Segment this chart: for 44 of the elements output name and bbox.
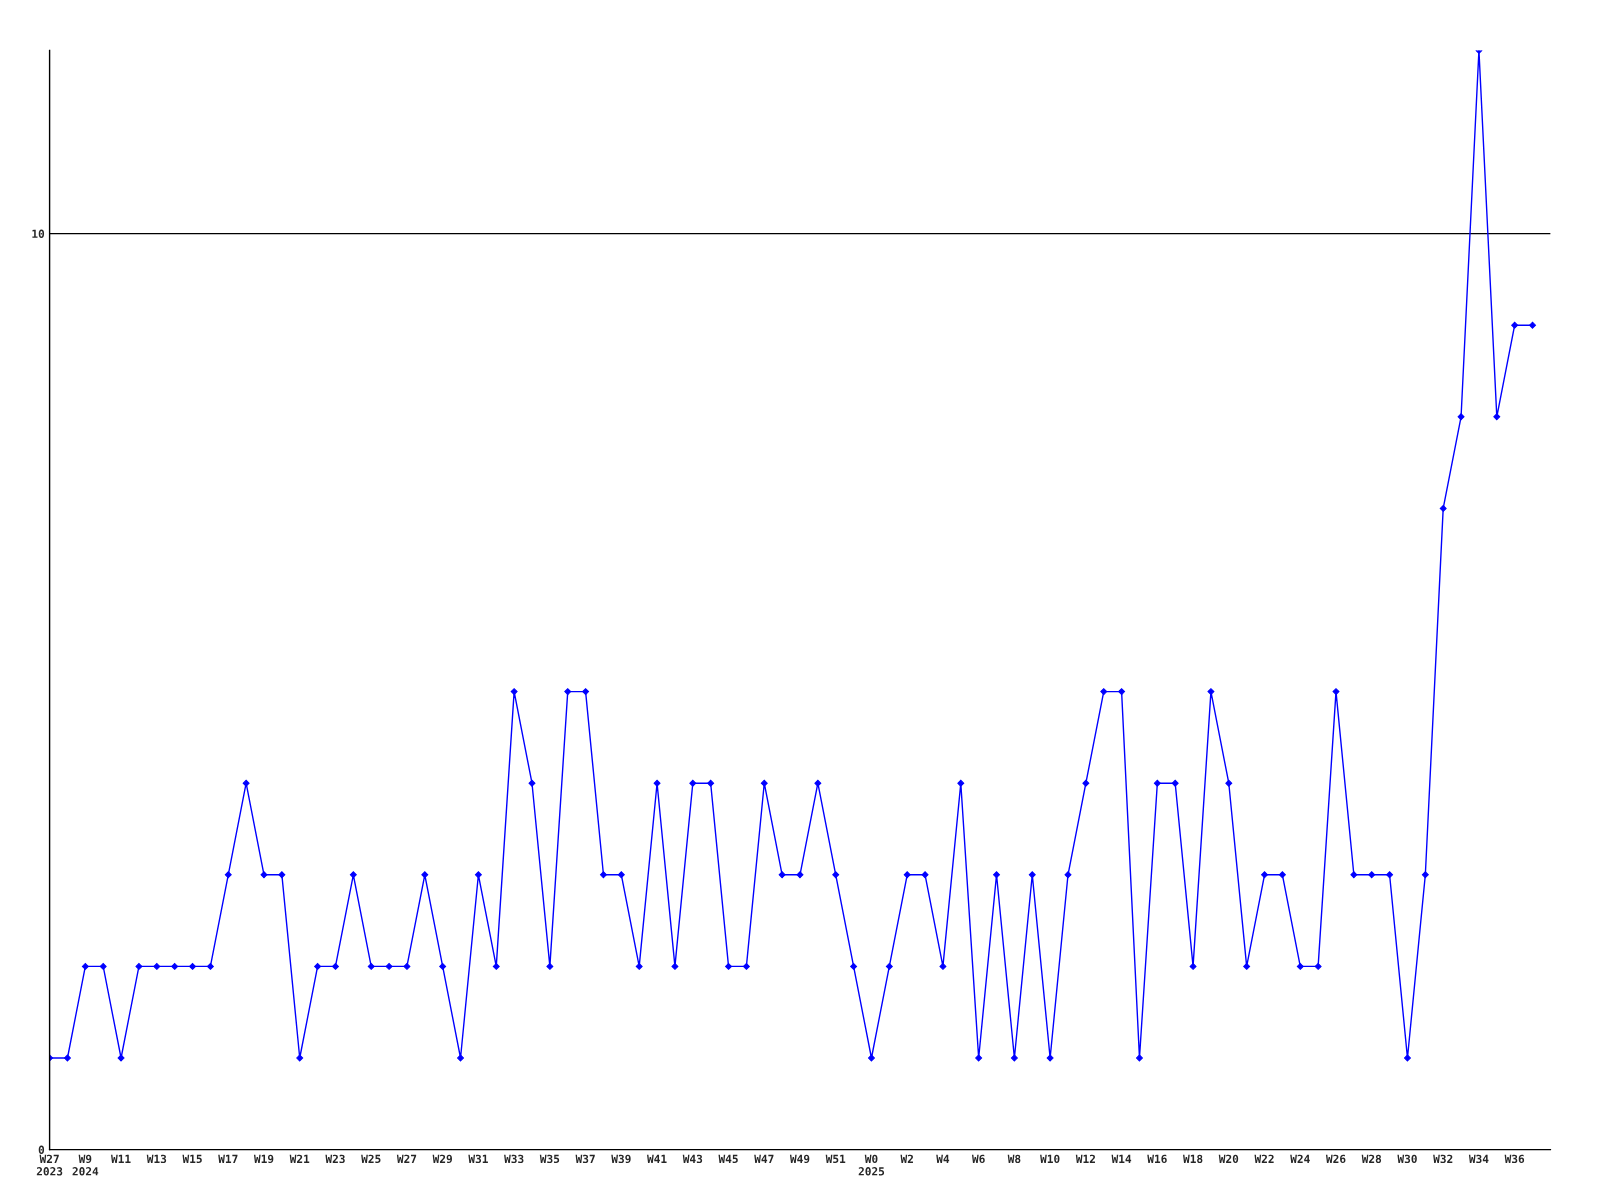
x-tick-label: W17 <box>218 1154 238 1163</box>
x-tick-label: W14 <box>1111 1154 1132 1163</box>
x-tick-label: W13 <box>146 1154 167 1164</box>
x-tick-label: W19 <box>253 1154 274 1164</box>
x-tick-label: W11 <box>111 1154 131 1163</box>
x-tick-label: W12 <box>1075 1154 1095 1163</box>
x-tick-label: W22 <box>1254 1154 1274 1163</box>
x-tick-label: W41 <box>647 1154 667 1163</box>
x-tick-label: W15 <box>182 1154 202 1164</box>
x-tick-label: W30 <box>1397 1154 1417 1164</box>
x-tick-label: W27 <box>396 1154 417 1163</box>
x-tick-label: W31 <box>468 1154 488 1164</box>
x-tick-label: W0 2025 <box>858 1154 885 1176</box>
x-tick-label: W16 <box>1147 1154 1167 1164</box>
x-tick-label: W35 <box>539 1154 560 1164</box>
x-tick-label: W23 <box>325 1154 345 1164</box>
x-tick-label: W24 <box>1290 1154 1310 1163</box>
x-tick-label: W49 <box>789 1154 810 1164</box>
x-tick-label: W43 <box>682 1154 703 1164</box>
x-tick-label: W20 <box>1218 1154 1239 1164</box>
y-tick-label: 10 <box>32 229 45 238</box>
x-tick-label: W21 <box>289 1154 310 1163</box>
x-tick-label: W39 <box>611 1154 631 1164</box>
x-tick-label: W18 <box>1183 1154 1203 1164</box>
x-tick-label: W25 <box>361 1154 381 1164</box>
x-tick-label: W29 <box>432 1154 452 1164</box>
x-tick-label: W6 <box>971 1154 985 1164</box>
x-tick-label: W9 2024 <box>72 1154 99 1176</box>
x-tick-label: W8 <box>1007 1154 1021 1164</box>
x-tick-label: W2 <box>900 1154 913 1163</box>
x-tick-label: W10 <box>1040 1154 1060 1164</box>
x-tick-label: W47 <box>754 1154 774 1163</box>
y-tick-label: 0 <box>38 1145 45 1154</box>
x-tick-label: W51 <box>825 1154 846 1164</box>
x-tick-label: W33 <box>504 1154 524 1164</box>
x-tick-label: W26 <box>1325 1154 1346 1164</box>
x-tick-label: W45 <box>718 1154 738 1164</box>
x-tick-label: W28 <box>1361 1154 1382 1164</box>
x-tick-label: W27 2023 <box>36 1154 63 1176</box>
x-tick-label: W36 <box>1504 1154 1525 1164</box>
x-tick-label: W37 <box>575 1154 595 1164</box>
x-tick-label: W4 <box>936 1154 950 1163</box>
x-tick-label: W32 <box>1433 1154 1453 1164</box>
x-tick-label: W34 <box>1468 1154 1489 1164</box>
